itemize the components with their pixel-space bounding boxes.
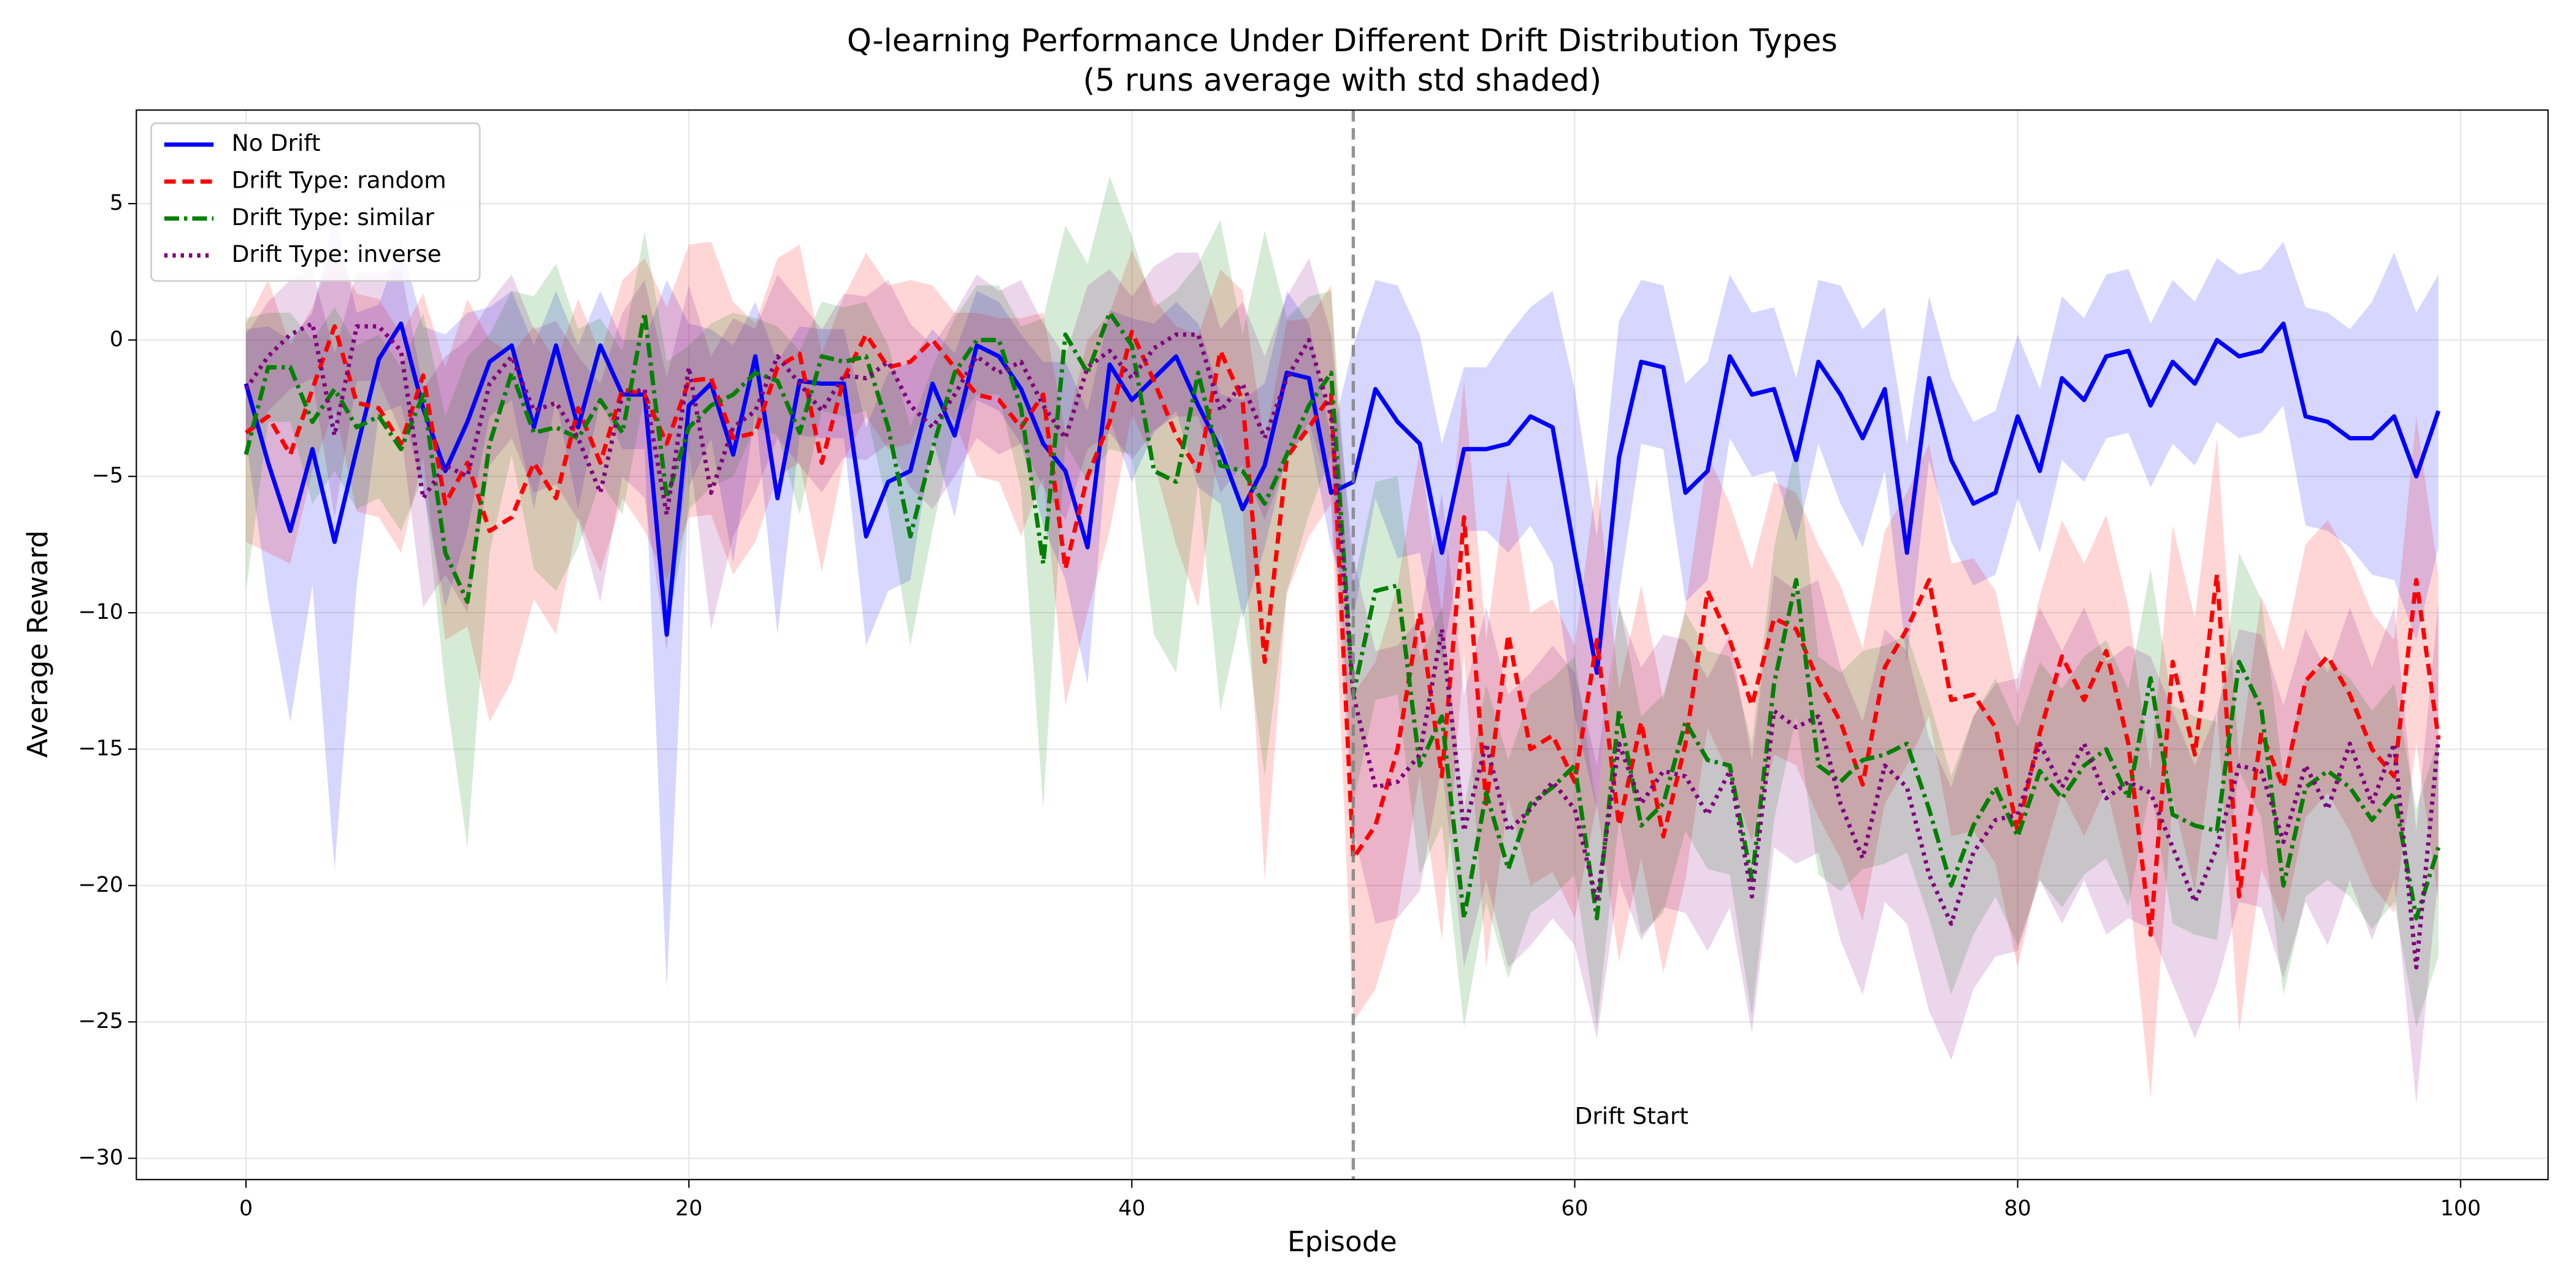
y-tick-label: −15 <box>78 736 123 761</box>
legend-label: Drift Type: random <box>232 166 447 193</box>
y-tick-label: −30 <box>78 1146 123 1170</box>
axes: 0 20 40 60 80 100 −30 −25 −20 −15 −10 −5 0 5 <box>78 109 2549 1221</box>
x-tick-label: 0 <box>239 1196 253 1221</box>
lines: Drift Start <box>243 110 2441 1180</box>
series-line <box>244 321 2441 970</box>
x-tick-label: 60 <box>1561 1196 1588 1221</box>
y-tick-label: −5 <box>92 464 123 488</box>
plot-frame <box>136 109 2549 1181</box>
legend-label: Drift Type: similar <box>232 204 435 231</box>
x-tick-label: 40 <box>1118 1196 1145 1221</box>
x-tick-label: 100 <box>2440 1196 2481 1221</box>
x-axis-label: Episode <box>1287 1225 1397 1258</box>
y-tick-label: 0 <box>110 327 123 351</box>
series-line <box>243 321 2441 675</box>
chart-subtitle: (5 runs average with std shaded) <box>1083 63 1602 99</box>
legend-label: No Drift <box>232 129 321 156</box>
x-tick-label: 20 <box>675 1196 702 1221</box>
y-axis-label: Average Reward <box>21 531 54 758</box>
x-tick-label: 80 <box>2004 1196 2031 1221</box>
legend: No Drift Drift Type: random Drift Type: si… <box>150 122 481 282</box>
chart-title: Q-learning Performance Under Different D… <box>847 23 1838 59</box>
annotation: Drift Start <box>1575 1102 1689 1129</box>
y-tick-label: 5 <box>110 191 123 215</box>
y-tick-label: −20 <box>78 873 123 897</box>
std-band <box>246 253 2439 1104</box>
y-tick-label: −25 <box>78 1009 123 1033</box>
legend-label: Drift Type: inverse <box>232 240 442 267</box>
legend-box <box>150 122 481 282</box>
y-tick-label: −10 <box>78 600 123 624</box>
